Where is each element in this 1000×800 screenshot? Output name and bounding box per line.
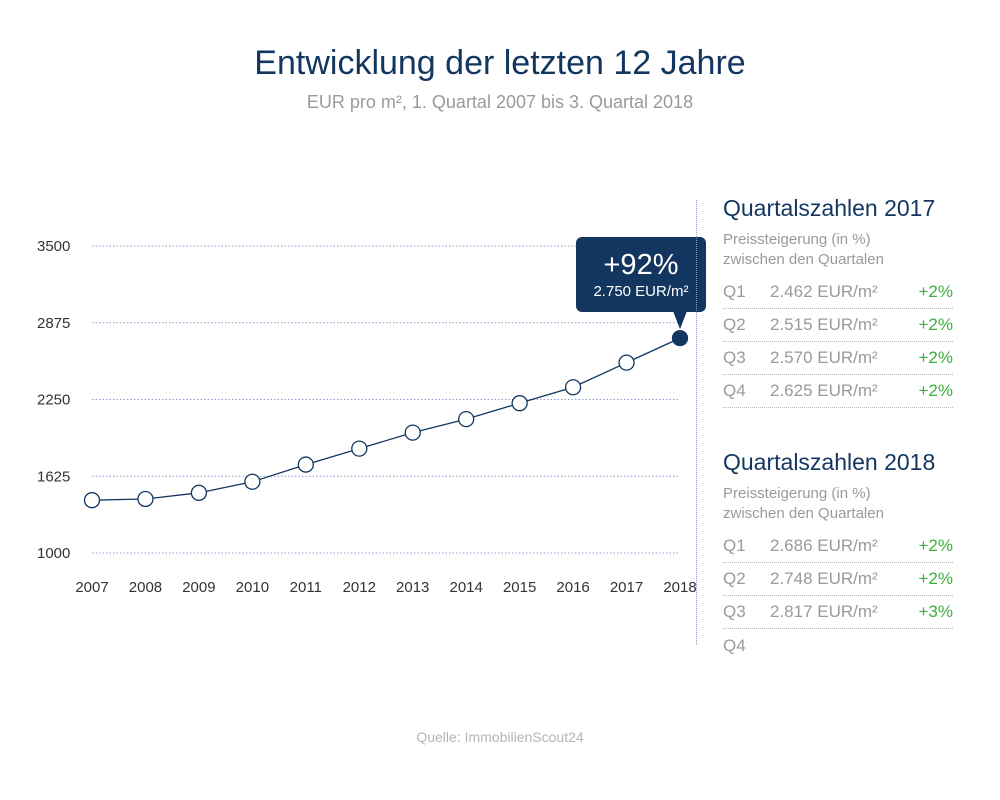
quarter-change: +2% — [918, 536, 954, 555]
y-tick-label: 2875 — [37, 315, 70, 332]
data-point — [297, 456, 314, 473]
quarter-label: Q2 — [723, 315, 746, 334]
x-tick-label: 2011 — [290, 579, 322, 596]
quarter-value: 2.570 EUR/m² — [770, 348, 878, 367]
quarter-change: +3% — [918, 602, 954, 621]
data-point — [137, 490, 154, 508]
quarter-value: 2.462 EUR/m² — [770, 282, 878, 301]
data-point — [671, 329, 689, 347]
quarter-label: Q3 — [723, 602, 746, 621]
quarter-row: Q1 2.686 EUR/m² +2% — [723, 530, 953, 563]
x-tick-label: 2018 — [663, 579, 696, 596]
data-point — [404, 424, 421, 441]
quarter-change: +2% — [918, 569, 954, 588]
y-tick-label: 3500 — [37, 238, 70, 255]
x-tick-label: 2012 — [343, 579, 376, 596]
series-line — [91, 337, 681, 501]
data-point — [351, 440, 368, 457]
quarter-label: Q2 — [723, 569, 746, 588]
x-tick-label: 2013 — [396, 579, 429, 596]
quarter-change: +2% — [918, 282, 954, 301]
data-point — [190, 484, 208, 501]
panel-title: Quartalszahlen 2017 — [723, 195, 936, 221]
panel-title: Quartalszahlen 2018 — [723, 449, 936, 475]
quarter-row: Q2 2.515 EUR/m² +2% — [723, 309, 953, 342]
data-point — [618, 354, 635, 371]
quarter-row: Q3 2.817 EUR/m² +3% — [723, 596, 953, 629]
quarter-panel-2018: Quartalszahlen 2018 Preissteigerung (in … — [723, 449, 953, 662]
quarter-row: Q2 2.748 EUR/m² +2% — [723, 563, 953, 596]
quarter-row: Q4 2.625 EUR/m² +2% — [723, 375, 953, 408]
quarter-value: 2.748 EUR/m² — [770, 569, 878, 588]
quarter-change: +2% — [918, 348, 954, 367]
quarter-value: 2.515 EUR/m² — [770, 315, 878, 334]
x-tick-label: 2014 — [449, 579, 482, 596]
data-point — [458, 410, 475, 428]
desc-line: zwischen den Quartalen — [723, 505, 884, 522]
callout-value: 2.750 EUR/m² — [593, 283, 688, 300]
quarter-value: 2.625 EUR/m² — [770, 381, 878, 400]
x-tick-label: 2015 — [503, 579, 536, 596]
y-tick-label: 1625 — [37, 468, 70, 485]
desc-line: zwischen den Quartalen — [723, 251, 884, 268]
source-note: Quelle: ImmobilienScout24 — [416, 729, 584, 745]
x-tick-label: 2007 — [75, 579, 108, 596]
quarter-row: Q4 — [723, 629, 953, 662]
quarter-label: Q4 — [723, 635, 746, 655]
quarter-label: Q3 — [723, 348, 746, 367]
y-tick-label: 1000 — [37, 545, 70, 562]
panel-description: Preissteigerung (in %) zwischen den Quar… — [723, 230, 953, 270]
callout-pointer — [673, 311, 687, 330]
quarter-label: Q4 — [723, 381, 746, 400]
quarter-panel-2017: Quartalszahlen 2017 Preissteigerung (in … — [723, 195, 953, 408]
chart-title: Entwicklung der letzten 12 Jahre — [254, 44, 746, 82]
data-point — [83, 492, 101, 509]
quarter-value: 2.817 EUR/m² — [770, 602, 878, 621]
data-point — [564, 379, 582, 396]
quarter-label: Q1 — [723, 282, 746, 301]
callout-percent: +92% — [604, 249, 679, 281]
quarter-label: Q1 — [723, 536, 746, 555]
data-point — [244, 473, 261, 490]
quarter-change: +2% — [918, 315, 954, 334]
callout-box — [576, 237, 706, 312]
desc-line: Preissteigerung (in %) — [723, 485, 871, 502]
x-tick-label: 2008 — [129, 579, 162, 596]
quarter-row: Q1 2.462 EUR/m² +2% — [723, 276, 953, 309]
x-tick-label: 2010 — [236, 579, 269, 596]
x-tick-label: 2016 — [556, 579, 589, 596]
quarter-value: 2.686 EUR/m² — [770, 536, 878, 555]
x-tick-label: 2017 — [610, 579, 643, 596]
data-point — [511, 395, 528, 412]
x-tick-label: 2009 — [182, 579, 215, 596]
desc-line: Preissteigerung (in %) — [723, 231, 871, 248]
quarter-change: +2% — [918, 381, 954, 400]
y-tick-label: 2250 — [37, 392, 70, 409]
separator-line — [696, 200, 697, 645]
panel-description: Preissteigerung (in %) zwischen den Quar… — [723, 484, 953, 524]
chart-subtitle: EUR pro m², 1. Quartal 2007 bis 3. Quart… — [306, 92, 694, 112]
quarter-row: Q3 2.570 EUR/m² +2% — [723, 342, 953, 375]
